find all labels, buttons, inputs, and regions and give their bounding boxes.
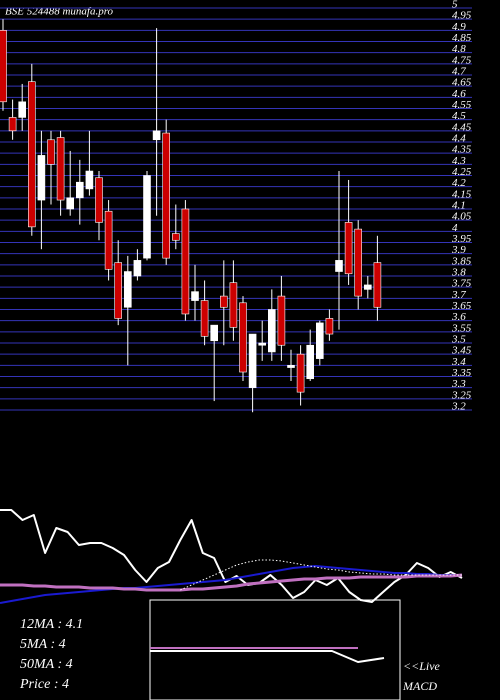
- y-tick-label: 4.25: [452, 166, 472, 178]
- y-tick-label: 4.75: [452, 54, 472, 66]
- candle-body: [172, 233, 180, 241]
- y-tick-label: 4.6: [452, 88, 466, 100]
- y-tick-label: 3.5: [451, 334, 466, 346]
- candle-body: [95, 177, 103, 223]
- candle-body: [229, 282, 238, 328]
- candle-body: [277, 295, 286, 346]
- candle-body: [181, 208, 190, 315]
- candle-body: [200, 300, 209, 337]
- candle-body: [143, 175, 151, 259]
- y-tick-label: 4.5: [452, 110, 466, 122]
- y-tick-label: 3.7: [451, 289, 466, 301]
- chart-title: BSE 524488 munafa.pro: [5, 6, 114, 18]
- y-tick-label: 3.9: [451, 244, 466, 256]
- candle-body: [335, 260, 343, 272]
- candle-body: [104, 210, 113, 270]
- y-tick-label: 4.15: [452, 188, 472, 200]
- candle-body: [8, 117, 17, 132]
- y-tick-label: 4.65: [452, 77, 472, 89]
- candle-body: [85, 170, 94, 190]
- y-tick-label: 3.2: [451, 401, 466, 413]
- candle-body: [239, 302, 247, 373]
- candle-body: [191, 291, 199, 301]
- y-tick-label: 3.25: [451, 389, 472, 401]
- candle-body: [162, 132, 170, 259]
- candle-body: [18, 101, 27, 118]
- live-label: <<Live: [403, 659, 441, 673]
- candle-body: [37, 155, 46, 201]
- indicator-label: 5MA : 4: [20, 637, 66, 652]
- candle-body: [267, 309, 276, 353]
- y-tick-label: 3.75: [451, 278, 472, 290]
- candle-body: [306, 344, 315, 380]
- y-tick-label: 3.8: [451, 267, 466, 279]
- y-tick-label: 3.4: [451, 356, 466, 368]
- series-line: [180, 559, 462, 591]
- y-tick-label: 4.95: [452, 10, 472, 22]
- candle-body: [133, 260, 142, 277]
- y-tick-label: 3.35: [451, 367, 472, 379]
- series-line: [150, 650, 385, 663]
- candle-body: [210, 324, 218, 342]
- candle-body: [325, 318, 334, 335]
- candle-body: [76, 181, 84, 199]
- series-line: [0, 573, 463, 592]
- y-tick-label: 4.45: [452, 121, 472, 133]
- y-tick-label: 4.4: [452, 133, 466, 145]
- candle-body: [0, 30, 7, 103]
- y-tick-label: 4.3: [452, 155, 466, 167]
- indicator-label: 50MA : 4: [20, 657, 73, 672]
- candle-body: [114, 262, 122, 319]
- y-tick-label: 3.3: [451, 378, 466, 390]
- macd-title: MACD: [402, 679, 437, 693]
- y-tick-label: 4.35: [452, 144, 472, 156]
- y-tick-label: 3.45: [451, 345, 472, 357]
- candle-body: [27, 81, 36, 228]
- y-tick-label: 4: [452, 222, 458, 234]
- candle-body: [354, 228, 363, 297]
- candle-body: [56, 137, 65, 201]
- y-tick-label: 3.95: [451, 233, 472, 245]
- y-tick-label: 4.05: [452, 211, 472, 223]
- candle-body: [344, 222, 353, 275]
- candle-body: [296, 353, 305, 393]
- candle-body: [315, 322, 324, 359]
- candle-body: [258, 342, 267, 346]
- y-tick-label: 4.8: [452, 43, 466, 55]
- y-tick-label: 5: [452, 0, 458, 11]
- candle-body: [287, 365, 295, 368]
- series-line: [0, 565, 462, 604]
- y-tick-label: 4.7: [452, 66, 466, 78]
- y-tick-label: 4.2: [452, 177, 466, 189]
- candle-body: [152, 130, 161, 141]
- y-tick-label: 3.55: [451, 322, 472, 334]
- candle-body: [220, 295, 228, 308]
- y-tick-label: 4.85: [452, 32, 472, 44]
- candle-body: [124, 271, 132, 308]
- candle-body: [66, 197, 74, 210]
- candle-body: [363, 284, 372, 290]
- indicator-label: Price : 4: [19, 677, 69, 692]
- candle-body: [47, 139, 55, 165]
- y-tick-label: 4.9: [452, 21, 466, 33]
- y-tick-label: 4.1: [452, 200, 466, 212]
- candle-body: [373, 262, 382, 308]
- y-tick-label: 3.65: [451, 300, 472, 312]
- indicator-label: 12MA : 4.1: [20, 617, 83, 632]
- y-tick-label: 3.6: [451, 311, 466, 323]
- candle-body: [248, 333, 257, 388]
- y-tick-label: 4.55: [452, 99, 472, 111]
- y-tick-label: 3.85: [451, 255, 472, 267]
